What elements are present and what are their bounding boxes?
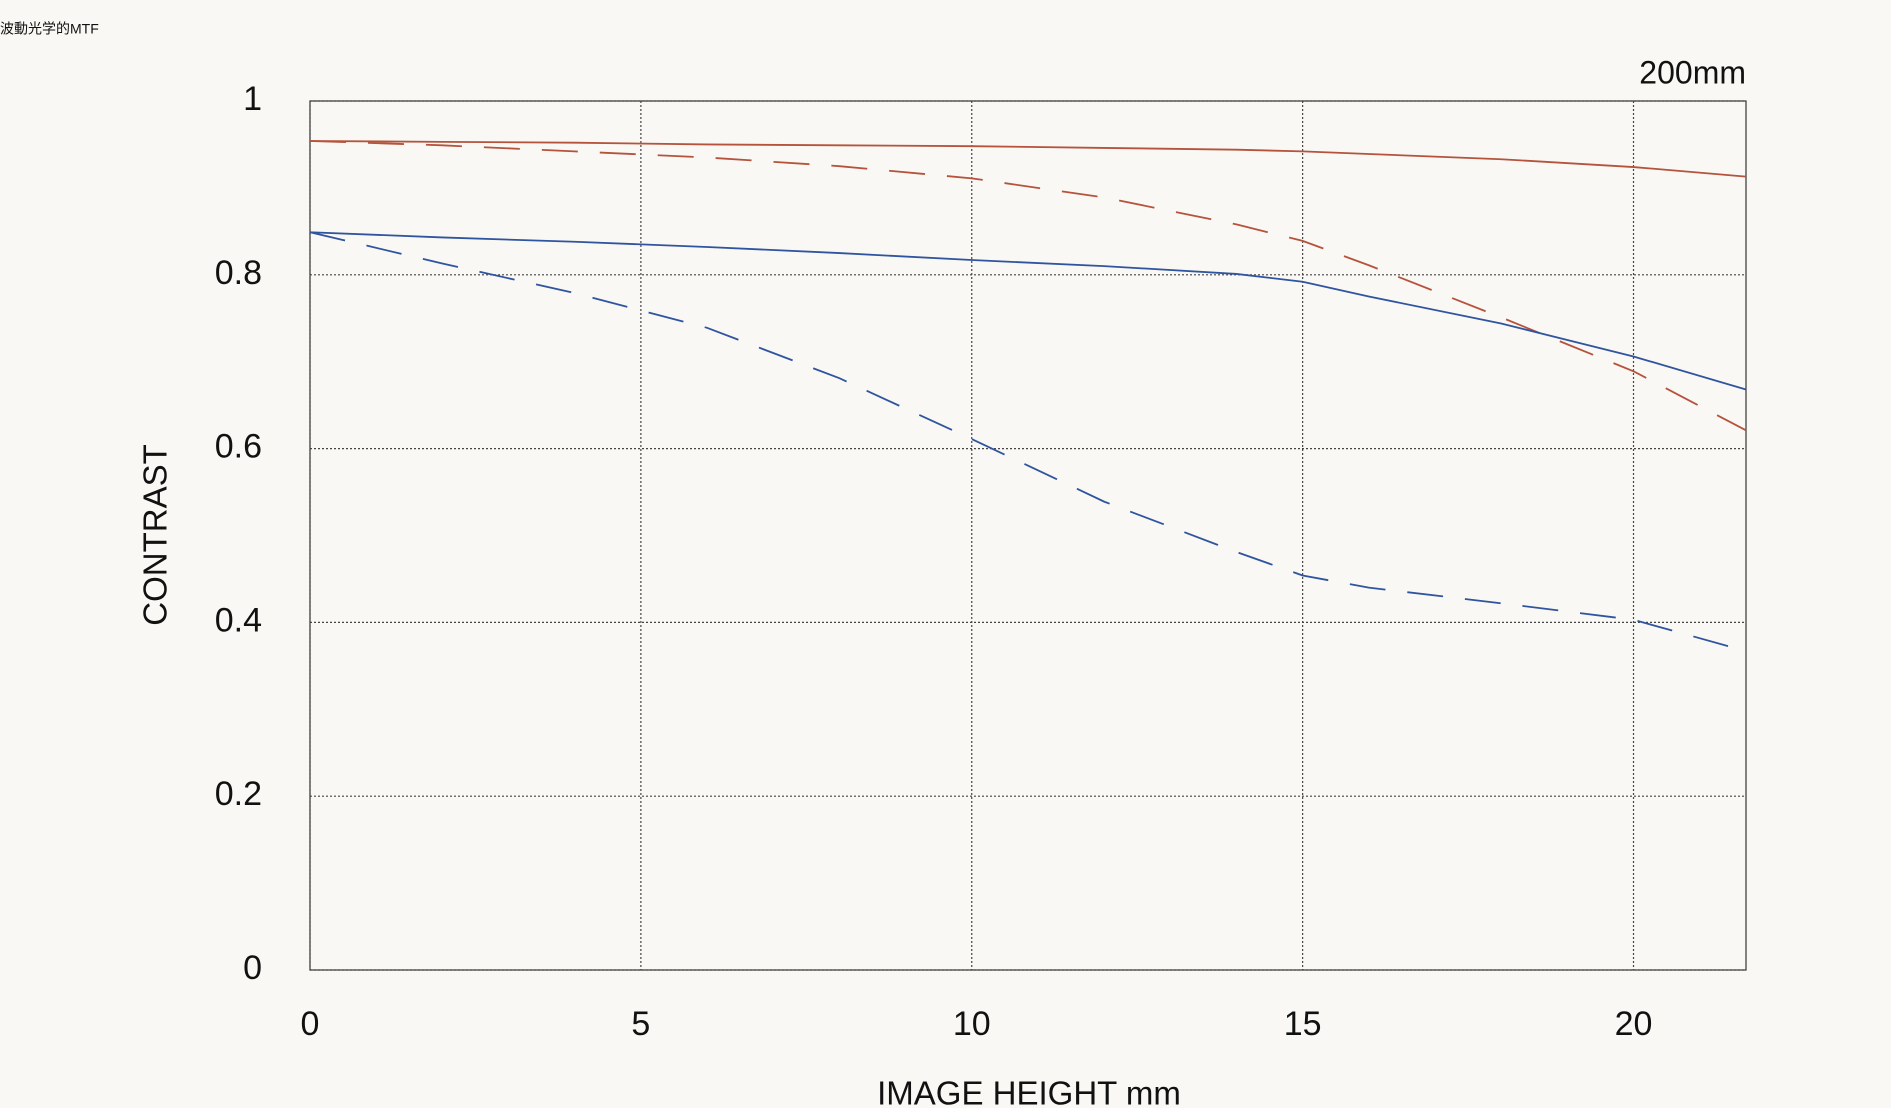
page-title: 波動光学的MTF: [0, 21, 99, 37]
y-tick-label: 0.6: [215, 428, 262, 466]
x-axis-title: IMAGE HEIGHT mm: [877, 1075, 1181, 1108]
annotation: 200mm: [1639, 54, 1746, 90]
y-tick-label: 0.8: [215, 254, 262, 292]
y-tick-label: 0.4: [215, 601, 262, 639]
y-tick-label: 0: [243, 949, 262, 987]
x-tick-label: 5: [631, 1005, 650, 1043]
series-line: [309, 231, 1747, 652]
x-tick-label: 15: [1284, 1005, 1322, 1043]
x-tick-label: 0: [301, 1005, 320, 1043]
x-tick-label: 10: [953, 1005, 991, 1043]
series-line: [309, 140, 1747, 432]
series-line: [309, 231, 1747, 391]
y-tick-label: 0.2: [215, 775, 262, 813]
plot-frame: [309, 100, 1747, 971]
series-line: [309, 140, 1747, 178]
y-tick-label: 1: [243, 80, 262, 118]
x-tick-label: 20: [1615, 1005, 1653, 1043]
y-axis-title: CONTRAST: [137, 444, 174, 626]
